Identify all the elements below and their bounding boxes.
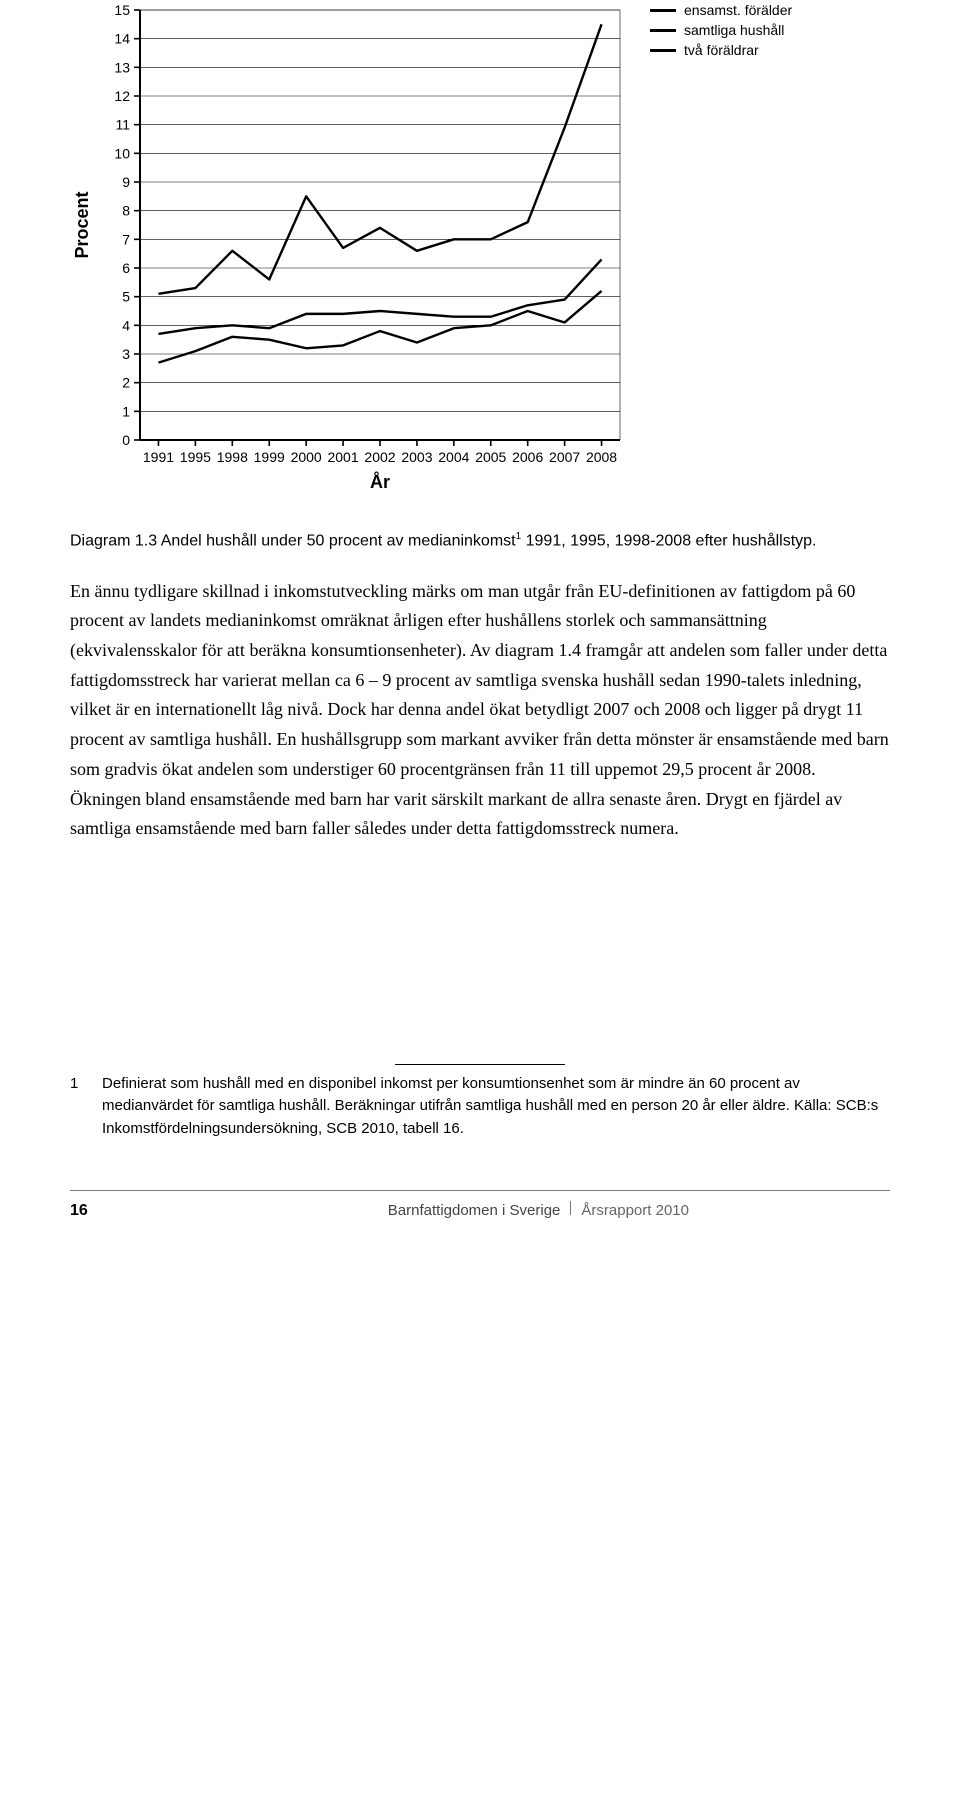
svg-text:7: 7 <box>122 231 130 247</box>
caption-label: Diagram 1.3 <box>70 532 157 549</box>
svg-text:3: 3 <box>122 346 130 362</box>
footer-separator <box>570 1201 571 1215</box>
svg-text:2001: 2001 <box>327 449 358 465</box>
svg-text:8: 8 <box>122 203 130 219</box>
legend-item: samtliga hushåll <box>650 20 792 40</box>
page-footer: 16 Barnfattigdomen i Sverige Årsrapport … <box>70 1190 890 1220</box>
svg-text:År: År <box>370 472 390 492</box>
svg-text:2004: 2004 <box>438 449 469 465</box>
svg-text:2005: 2005 <box>475 449 506 465</box>
line-chart: 0123456789101112131415199119951998199920… <box>70 0 630 500</box>
svg-text:4: 4 <box>122 317 130 333</box>
footer-subtitle: Årsrapport 2010 <box>581 1202 689 1219</box>
legend-swatch <box>650 49 676 52</box>
footer-title: Barnfattigdomen i Sverige <box>388 1202 561 1219</box>
svg-text:11: 11 <box>115 117 130 133</box>
svg-text:2003: 2003 <box>401 449 432 465</box>
caption-tail: 1991, 1995, 1998-2008 efter hushållstyp. <box>521 532 816 549</box>
legend-swatch <box>650 9 676 12</box>
svg-text:15: 15 <box>114 2 130 18</box>
page-number: 16 <box>70 1202 88 1220</box>
svg-text:2000: 2000 <box>291 449 322 465</box>
svg-text:Procent: Procent <box>72 191 92 258</box>
svg-text:5: 5 <box>122 289 130 305</box>
legend-item: ensamst. förälder <box>650 0 792 20</box>
svg-text:2002: 2002 <box>364 449 395 465</box>
legend-label: ensamst. förälder <box>684 0 792 20</box>
svg-text:2008: 2008 <box>586 449 617 465</box>
svg-text:0: 0 <box>122 432 130 448</box>
svg-text:10: 10 <box>114 145 130 161</box>
svg-text:2006: 2006 <box>512 449 543 465</box>
footnote-number: 1 <box>70 1073 102 1141</box>
svg-text:13: 13 <box>114 59 130 75</box>
chart-with-legend: 0123456789101112131415199119951998199920… <box>70 0 890 500</box>
legend-label: två föräldrar <box>684 40 759 60</box>
svg-text:12: 12 <box>114 88 130 104</box>
footnote-text: Definierat som hushåll med en disponibel… <box>102 1073 890 1141</box>
svg-text:2: 2 <box>122 375 130 391</box>
svg-text:2007: 2007 <box>549 449 580 465</box>
legend-label: samtliga hushåll <box>684 20 784 40</box>
svg-text:1998: 1998 <box>217 449 248 465</box>
legend-swatch <box>650 29 676 32</box>
legend-item: två föräldrar <box>650 40 792 60</box>
footnote-rule <box>395 1064 565 1065</box>
svg-text:9: 9 <box>122 174 130 190</box>
svg-text:1995: 1995 <box>180 449 211 465</box>
svg-text:1: 1 <box>122 403 130 419</box>
chart-legend: ensamst. förälder samtliga hushåll två f… <box>650 0 792 60</box>
chart-caption: Diagram 1.3 Andel hushåll under 50 proce… <box>70 530 890 553</box>
svg-text:6: 6 <box>122 260 130 276</box>
caption-text: Andel hushåll under 50 procent av median… <box>157 532 515 549</box>
footnote: 1 Definierat som hushåll med en disponib… <box>70 1073 890 1141</box>
svg-text:1991: 1991 <box>143 449 174 465</box>
body-paragraph: En ännu tydligare skillnad i inkomstutve… <box>70 577 890 844</box>
svg-text:1999: 1999 <box>254 449 285 465</box>
svg-text:14: 14 <box>114 31 130 47</box>
